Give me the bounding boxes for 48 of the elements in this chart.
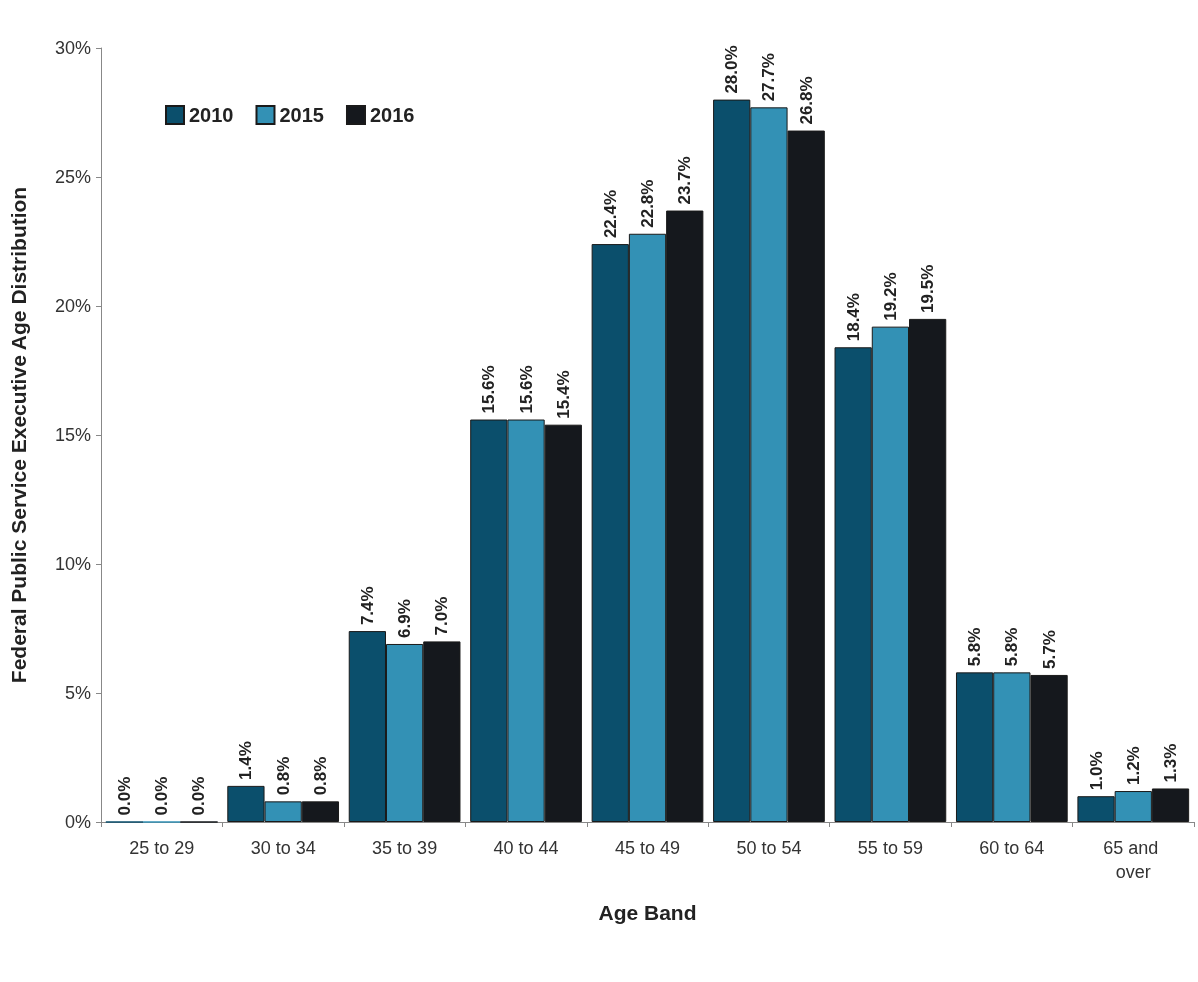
x-tick-label: 35 to 39: [372, 838, 438, 858]
data-label: 0.0%: [152, 776, 172, 816]
x-tick-label: 55 to 59: [857, 838, 923, 858]
y-tick-label: 15%: [54, 425, 91, 445]
y-axis-title: Federal Public Service Executive Age Distribution: [7, 186, 30, 684]
data-label: 19.5%: [918, 264, 938, 313]
data-label: 0.8%: [310, 756, 330, 796]
y-tick-label: 5%: [64, 683, 91, 703]
legend-label: 2010: [189, 104, 234, 126]
data-label: 27.7%: [759, 53, 779, 102]
x-tick-label: 40 to 44: [493, 838, 559, 858]
y-tick-label: 20%: [54, 296, 91, 316]
data-label: 0.0%: [114, 776, 134, 816]
data-label: 7.0%: [432, 596, 452, 636]
data-label: 15.4%: [553, 370, 573, 419]
x-tick-label: 60 to 64: [979, 838, 1045, 858]
data-label: 1.2%: [1123, 746, 1143, 786]
y-tick-label: 25%: [54, 167, 91, 187]
data-label: 1.0%: [1086, 751, 1106, 791]
data-label: 1.4%: [236, 741, 256, 780]
data-label: 7.4%: [357, 586, 377, 626]
data-label: 6.9%: [395, 599, 415, 638]
data-label: 22.4%: [600, 189, 620, 239]
data-label: 0.0%: [189, 776, 209, 816]
data-label: 23.7%: [675, 156, 695, 205]
data-label: 18.4%: [843, 293, 863, 342]
x-tick-label: 50 to 54: [736, 838, 802, 858]
data-label: 19.2%: [880, 272, 900, 321]
data-label: 28.0%: [722, 45, 742, 94]
x-tick-label: 45 to 49: [614, 838, 681, 858]
x-tick-label: 30 to 34: [250, 838, 316, 858]
data-label: 15.6%: [516, 365, 536, 414]
legend-label: 2015: [279, 104, 324, 126]
data-label: 5.8%: [965, 627, 985, 667]
y-tick-label: 30%: [54, 38, 91, 58]
data-label: 0.8%: [273, 756, 293, 796]
x-tick-label: 65 and over: [1103, 838, 1164, 882]
data-label: 15.6%: [479, 365, 499, 414]
y-tick-label: 10%: [54, 554, 91, 574]
data-label: 5.7%: [1039, 630, 1059, 669]
data-label: 1.3%: [1161, 743, 1181, 783]
x-axis-title: Age Band: [598, 901, 697, 924]
data-label: 5.8%: [1002, 627, 1022, 667]
x-tick-label: 25 to 29: [129, 838, 195, 858]
data-label: 26.8%: [796, 76, 816, 125]
legend-label: 2016: [369, 104, 415, 126]
y-tick-label: 0%: [64, 812, 91, 832]
data-label: 22.8%: [638, 179, 657, 228]
